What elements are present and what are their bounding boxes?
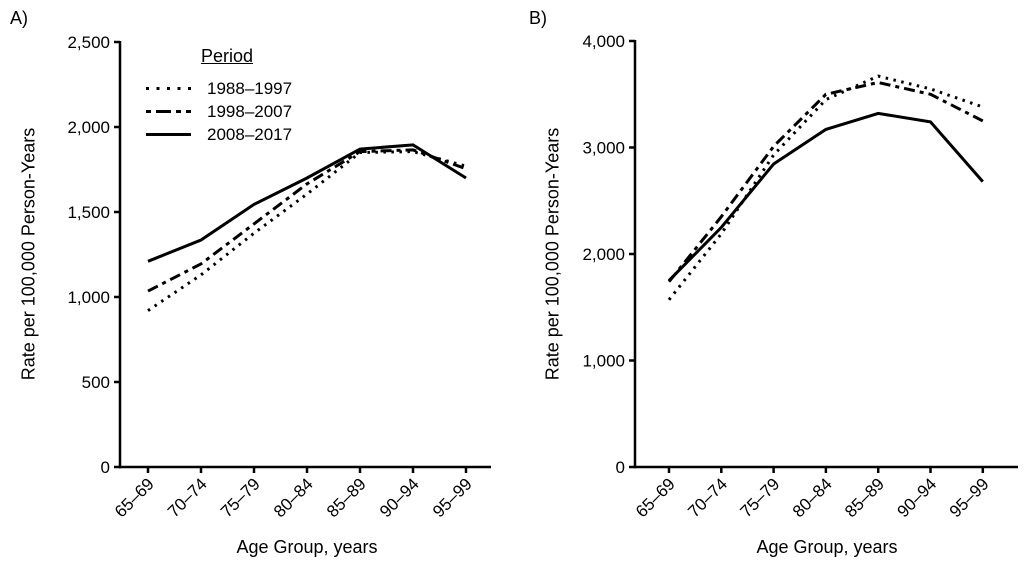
panel-b-series-line-1988-1997 [667,74,984,301]
panel-a-y-tick-label: 2,000 [67,118,110,137]
legend-label: 1988–1997 [207,78,293,98]
panel-a-y-tick-label: 0 [101,458,110,477]
panel-a-x-tick-label: 80–84 [270,474,317,521]
panel-b-x-tick-label: 70–74 [684,474,731,521]
legend-item-1998-2007: 1998–2007 [146,100,366,123]
panel-a-x-tick-label: 65–69 [111,474,158,521]
panel-b-y-tick-label: 3,000 [582,139,625,158]
solid-line-icon [146,133,191,136]
panel-b-y-tick-label: 2,000 [582,245,625,264]
panel-a-x-axis-title: Age Group, years [236,537,378,557]
panel-b-y-axis-title: Rate per 100,000 Person-Years [542,127,563,381]
panel-b-x-tick-label: 95–99 [946,474,993,521]
legend-label: 2008–2017 [207,124,293,144]
legend-item-1988-1997: 1988–1997 [146,77,366,100]
legend-title: Period [201,46,254,66]
panel-a-x-tick-label: 90–94 [376,474,423,521]
legend: Period 1988–1997 1998–2007 2008–2017 [146,46,366,146]
dotted-line-icon [146,87,191,90]
panel-b-y-tick-label: 0 [616,458,625,477]
panel-a-y-tick-label: 2,500 [67,33,110,52]
panel-a-y-tick-label: 1,000 [67,288,110,307]
panel-a-series-line-1988-1997 [147,150,467,312]
panel-a-y-axis-title: Rate per 100,000 Person-Years [18,127,39,381]
panel-a-y-tick-label: 1,500 [67,203,110,222]
panel-a-x-tick-label: 85–89 [323,474,370,521]
panel-b-x-tick-label: 85–89 [841,474,888,521]
panel-b-x-tick-label: 80–84 [789,474,836,521]
panel-b-x-tick-label: 65–69 [632,474,679,521]
panel-b-x-tick-label: 90–94 [893,474,940,521]
panel-b-x-tick-label: 75–79 [737,474,784,521]
panel-a-x-tick-label: 75–79 [217,474,264,521]
panel-b-y-tick-label: 1,000 [582,352,625,371]
panel-b-series-line-1998-2007 [667,80,984,283]
panel-a-x-tick-label: 95–99 [429,474,476,521]
dashed-line-icon [146,110,191,113]
panel-a-x-tick-label: 70–74 [164,474,211,521]
panel-a-y-tick-label: 500 [82,373,110,392]
panel-b-y-tick-label: 4,000 [582,32,625,51]
panel-a-series-line-1998-2007 [147,148,467,293]
panel-b-x-axis-title: Age Group, years [756,537,898,557]
panel-a-series-line-2008-2017 [147,143,467,263]
panel-b-label: B) [529,8,547,28]
panel-b-series-line-2008-2017 [667,111,984,282]
legend-item-2008-2017: 2008–2017 [146,123,366,146]
panel-a-label: A) [10,8,28,28]
legend-label: 1998–2007 [207,101,293,121]
